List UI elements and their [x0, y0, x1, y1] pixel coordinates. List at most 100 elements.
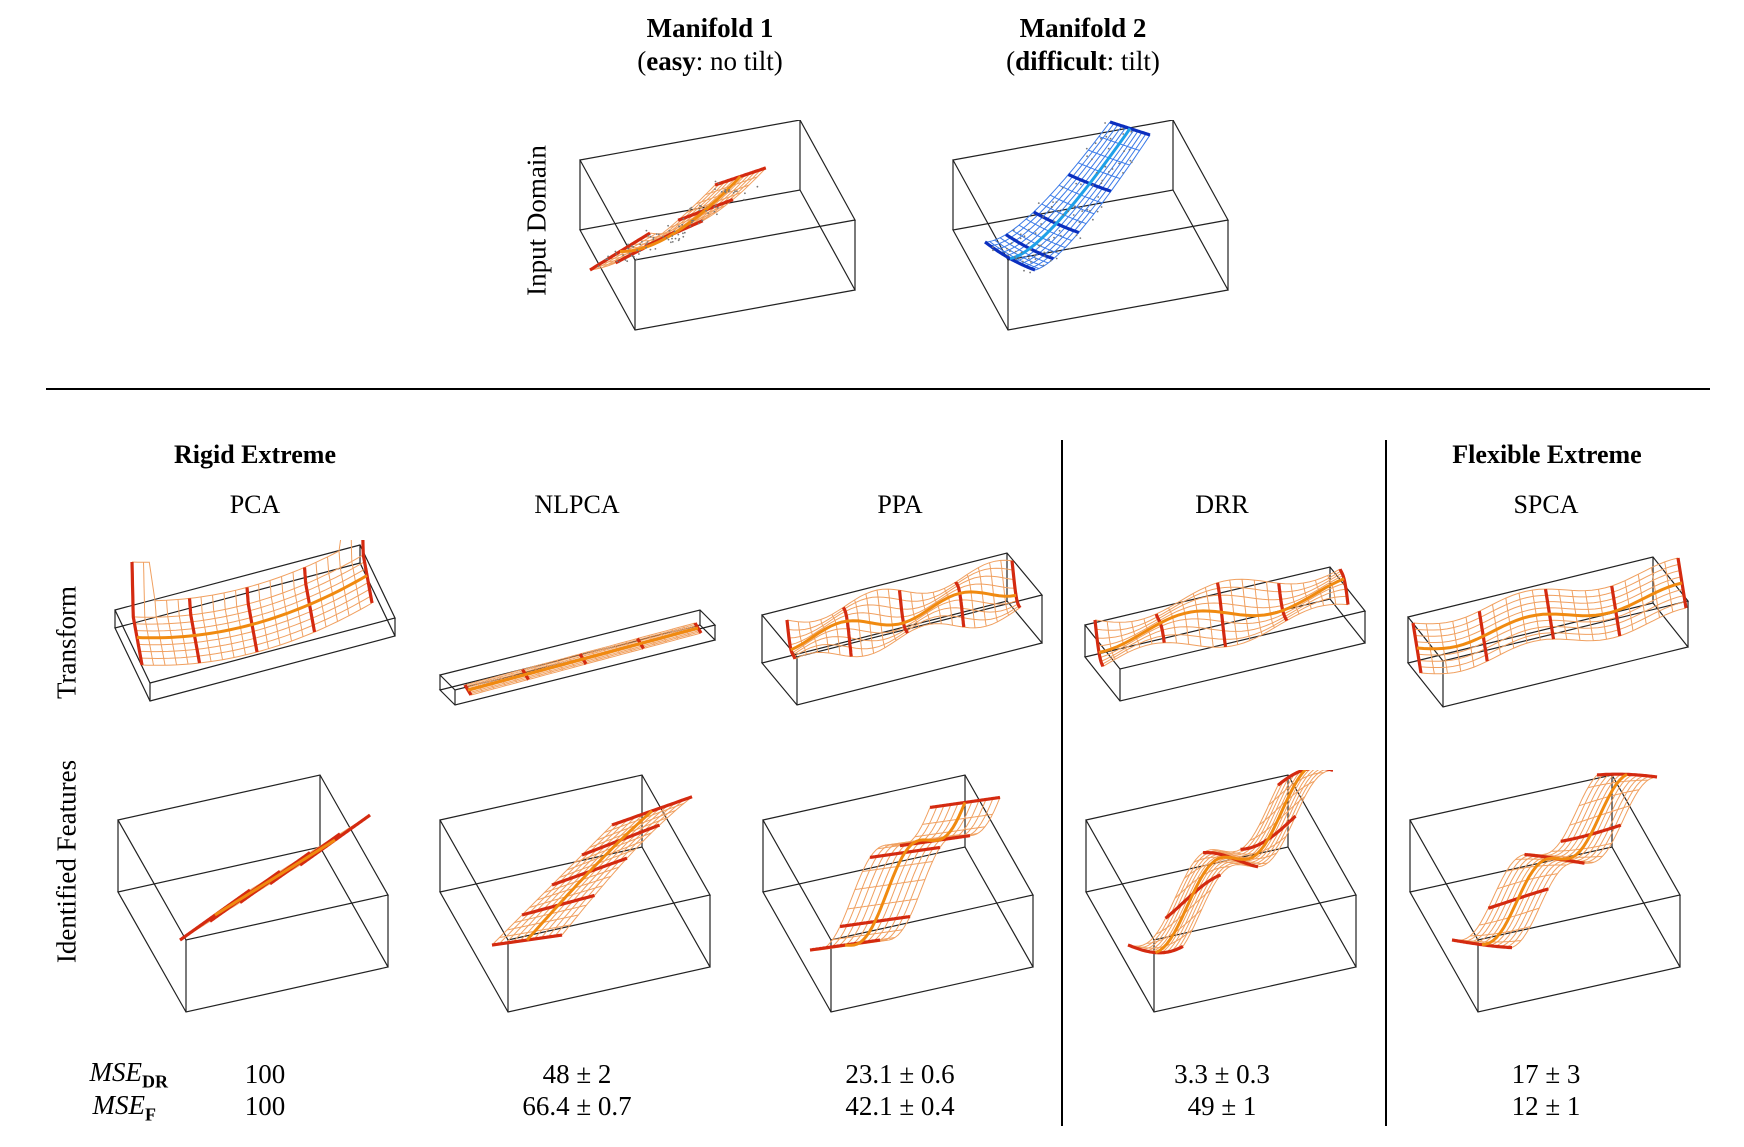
- sample-point: [656, 233, 658, 235]
- sample-point: [672, 241, 674, 243]
- vertical-divider-2: [1385, 440, 1387, 1126]
- sample-point: [607, 256, 609, 258]
- input-plot-manifold-1: [560, 120, 860, 370]
- mse-f-spca: 12 ± 1: [1446, 1090, 1646, 1122]
- sample-point: [1043, 265, 1045, 267]
- sample-point: [668, 239, 670, 241]
- sample-point: [691, 220, 693, 222]
- grid-line: [562, 797, 692, 935]
- sample-point: [1122, 172, 1124, 174]
- mse-dr-spca: 17 ± 3: [1446, 1058, 1646, 1090]
- sample-point: [667, 225, 669, 227]
- sample-point: [1035, 258, 1037, 260]
- sample-point: [639, 250, 641, 252]
- sample-point: [1122, 133, 1124, 135]
- sample-point: [1023, 270, 1025, 272]
- bounding-box: [1086, 775, 1356, 1012]
- sample-point: [1123, 150, 1125, 152]
- feature-curve: [190, 598, 200, 663]
- horizontal-divider: [46, 388, 1710, 390]
- sample-point: [1038, 202, 1040, 204]
- transform-plot-ppa: [757, 545, 1057, 730]
- mse-f-drr: 49 ± 1: [1122, 1090, 1322, 1122]
- grid-line: [650, 168, 766, 234]
- sample-point: [1015, 251, 1017, 253]
- sample-point: [666, 237, 668, 239]
- transform-surface: [465, 623, 701, 695]
- feature-curve: [1279, 583, 1287, 620]
- sample-point: [1131, 162, 1133, 164]
- features-plot-pca: [110, 770, 410, 1020]
- mse-dr-drr: 3.3 ± 0.3: [1122, 1058, 1322, 1090]
- sample-point: [636, 258, 638, 260]
- sample-point: [1080, 183, 1082, 185]
- sample-point: [691, 222, 693, 224]
- sample-point: [718, 182, 720, 184]
- sample-point: [607, 258, 609, 260]
- sample-point: [1062, 214, 1064, 216]
- grid-line: [798, 622, 806, 655]
- grid-line: [328, 557, 338, 622]
- feature-curve: [247, 587, 257, 652]
- sample-point: [736, 190, 738, 192]
- sample-point: [698, 223, 700, 225]
- sample-point: [1130, 131, 1132, 133]
- sample-point: [1011, 242, 1013, 244]
- sample-point: [678, 238, 680, 240]
- mse-dr-pca: 100: [165, 1058, 365, 1090]
- sample-point: [639, 244, 641, 246]
- sample-point: [671, 235, 673, 237]
- sample-point: [619, 261, 621, 263]
- features-plot-nlpca: [432, 770, 732, 1020]
- sample-point: [714, 188, 716, 190]
- grid-line: [259, 584, 269, 649]
- manifold-2-subtitle: (difficult: tilt): [933, 45, 1233, 78]
- sample-point: [721, 191, 723, 193]
- sample-point: [715, 181, 717, 183]
- mse-dr-label: MSEDR: [58, 1057, 168, 1092]
- feature-curve: [1340, 569, 1348, 605]
- sample-point: [1014, 256, 1016, 258]
- sample-point: [1050, 260, 1052, 262]
- sample-point: [622, 254, 624, 256]
- sample-point: [1086, 155, 1088, 157]
- bounding-box: [1410, 775, 1680, 1012]
- sample-point: [670, 241, 672, 243]
- transform-surface: [132, 540, 372, 665]
- bounding-box: [1408, 557, 1688, 707]
- sample-point: [1009, 250, 1011, 252]
- sample-point: [1118, 163, 1120, 165]
- sample-point: [699, 210, 701, 212]
- sample-point: [682, 232, 684, 234]
- grid-line: [293, 572, 303, 637]
- sample-point: [1092, 184, 1094, 186]
- transform-plot-nlpca: [435, 600, 735, 730]
- sample-point: [631, 255, 633, 257]
- features-label: Identified Features: [52, 732, 83, 992]
- sample-point: [1073, 214, 1075, 216]
- grid-line: [339, 551, 349, 616]
- mse-f-ppa: 42.1 ± 0.4: [800, 1090, 1000, 1122]
- sample-point: [1074, 205, 1076, 207]
- sample-point: [1069, 248, 1071, 250]
- sample-point: [1021, 252, 1023, 254]
- grid-line: [990, 563, 998, 622]
- sample-point: [681, 224, 683, 226]
- sample-point: [1053, 237, 1055, 239]
- transform-surface: [1095, 569, 1348, 666]
- grid-line: [1193, 594, 1201, 647]
- sample-point: [714, 211, 716, 213]
- mse-f-pca: 100: [165, 1090, 365, 1122]
- sample-point: [658, 234, 660, 236]
- sample-point: [1059, 230, 1061, 232]
- grid-line: [270, 581, 280, 646]
- sample-point: [733, 192, 735, 194]
- features-surface: [1128, 770, 1333, 953]
- manifold-1-subtitle: (easy: no tilt): [560, 45, 860, 78]
- feature-curve: [787, 620, 795, 659]
- method-drr: DRR: [1122, 490, 1322, 520]
- sample-point: [677, 234, 679, 236]
- sample-point: [1056, 201, 1058, 203]
- sample-point: [1030, 249, 1032, 251]
- features-surface: [180, 815, 370, 940]
